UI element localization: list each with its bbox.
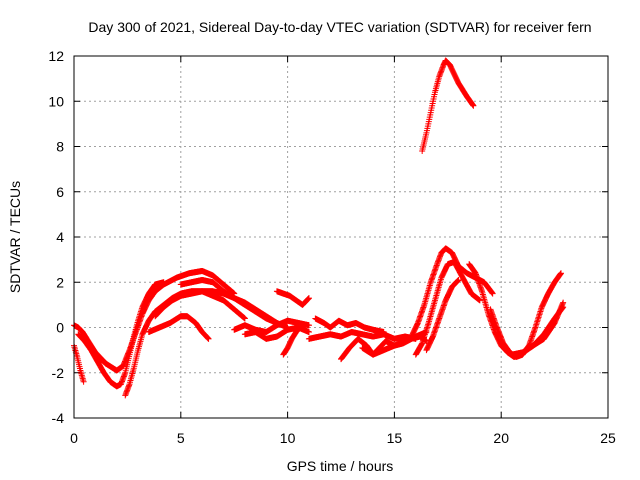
- y-tick-label: -2: [52, 365, 65, 381]
- axis-ticks: 0 5 10 15 20 25 -4 -2 0 2 4 6 8 10 12: [48, 48, 616, 446]
- series-arc-19: [423, 276, 462, 354]
- y-tick-label: 6: [56, 184, 64, 200]
- y-tick-label: 10: [48, 93, 64, 109]
- series-arc-23: [508, 304, 567, 358]
- y-tick-label: 8: [56, 139, 64, 155]
- x-tick-label: 10: [280, 430, 296, 446]
- data-points: [71, 57, 567, 399]
- x-axis-label: GPS time / hours: [287, 458, 394, 474]
- data-point: [305, 329, 312, 336]
- x-tick-label: 0: [70, 430, 78, 446]
- grid-lines: [74, 56, 608, 418]
- series-arc-16: [359, 329, 430, 358]
- series-arc-13: [312, 315, 387, 336]
- data-point: [558, 270, 565, 277]
- series-arc-11: [273, 288, 312, 308]
- series-arc-20: [419, 57, 477, 155]
- y-tick-label: 0: [56, 320, 64, 336]
- data-point: [241, 315, 248, 322]
- y-tick-label: 2: [56, 274, 64, 290]
- y-tick-label: 4: [56, 229, 64, 245]
- data-point: [305, 295, 312, 302]
- plot-frame: [73, 55, 609, 419]
- series-arc-4: [92, 267, 238, 374]
- x-tick-label: 15: [387, 430, 403, 446]
- y-tick-label: -4: [52, 410, 65, 426]
- series-arc-14: [305, 329, 419, 342]
- series-arc-12: [280, 324, 304, 358]
- y-tick-label: 12: [48, 48, 64, 64]
- data-point: [80, 378, 87, 385]
- y-axis-label: SDTVAR / TECUs: [7, 181, 23, 293]
- series-arc-2: [71, 342, 87, 385]
- x-tick-label: 25: [600, 430, 616, 446]
- data-point: [476, 297, 483, 304]
- data-point: [560, 304, 567, 311]
- data-point: [305, 322, 312, 329]
- data-point: [297, 324, 304, 331]
- series-arc-18: [412, 258, 483, 358]
- series-arc-21: [466, 261, 567, 360]
- x-tick-label: 20: [493, 430, 509, 446]
- data-point: [205, 335, 212, 342]
- data-point: [470, 102, 477, 109]
- chart-title: Day 300 of 2021, Sidereal Day-to-day VTE…: [88, 19, 591, 35]
- x-tick-label: 5: [177, 430, 185, 446]
- series-arc-10: [241, 324, 312, 342]
- series-arc-7: [145, 313, 212, 342]
- data-point: [455, 276, 462, 283]
- data-point: [489, 290, 496, 297]
